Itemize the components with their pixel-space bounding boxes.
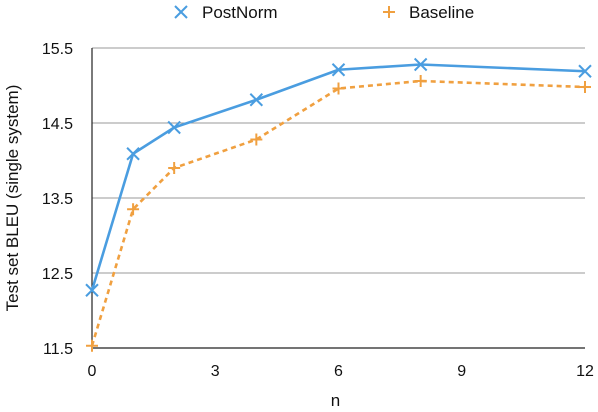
data-point-baseline-5 <box>414 75 427 87</box>
legend: PostNorm Baseline <box>174 3 474 22</box>
data-point-postnorm-5 <box>413 57 428 72</box>
legend-item-baseline: Baseline <box>383 3 474 22</box>
data-point-postnorm-1 <box>126 147 140 161</box>
legend-item-postnorm: PostNorm <box>174 3 278 22</box>
series-line-baseline <box>90 79 586 347</box>
series-postnorm <box>85 57 592 297</box>
series-baseline <box>86 75 591 352</box>
legend-marker-baseline <box>383 6 395 18</box>
series-layer <box>85 57 592 352</box>
x-axis-title: n <box>331 391 340 410</box>
series-line-postnorm <box>90 63 586 291</box>
data-point-baseline-4 <box>332 82 345 95</box>
y-tick-label-2: 13.5 <box>42 191 73 208</box>
y-tick-label-3: 14.5 <box>42 116 73 133</box>
legend-label-baseline: Baseline <box>409 3 474 22</box>
x-tick-label-4: 12 <box>576 363 594 380</box>
data-point-baseline-0 <box>86 339 98 352</box>
data-point-postnorm-3 <box>249 93 264 107</box>
data-point-postnorm-6 <box>578 64 592 78</box>
data-point-baseline-6 <box>579 81 591 93</box>
data-point-baseline-3 <box>250 133 263 146</box>
legend-label-postnorm: PostNorm <box>202 3 278 22</box>
data-point-baseline-2 <box>168 162 181 174</box>
axes <box>91 48 585 349</box>
tick-labels: 11.5 12.5 13.5 14.5 15.5 0 3 6 9 12 <box>42 41 594 380</box>
data-point-postnorm-4 <box>331 63 346 77</box>
grid-lines <box>92 47 585 274</box>
data-point-postnorm-2 <box>167 120 181 135</box>
data-point-baseline-1 <box>127 203 140 216</box>
y-axis-title: Test set BLEU (single system) <box>3 85 22 312</box>
y-tick-label-0: 11.5 <box>43 341 73 358</box>
x-tick-label-1: 3 <box>211 363 220 380</box>
legend-marker-postnorm <box>174 5 188 19</box>
y-tick-label-1: 12.5 <box>42 266 73 283</box>
x-tick-label-2: 6 <box>334 363 343 380</box>
data-point-postnorm-0 <box>85 283 99 297</box>
x-tick-label-3: 9 <box>457 363 466 380</box>
y-tick-label-4: 15.5 <box>42 41 73 58</box>
x-tick-label-0: 0 <box>88 363 97 380</box>
